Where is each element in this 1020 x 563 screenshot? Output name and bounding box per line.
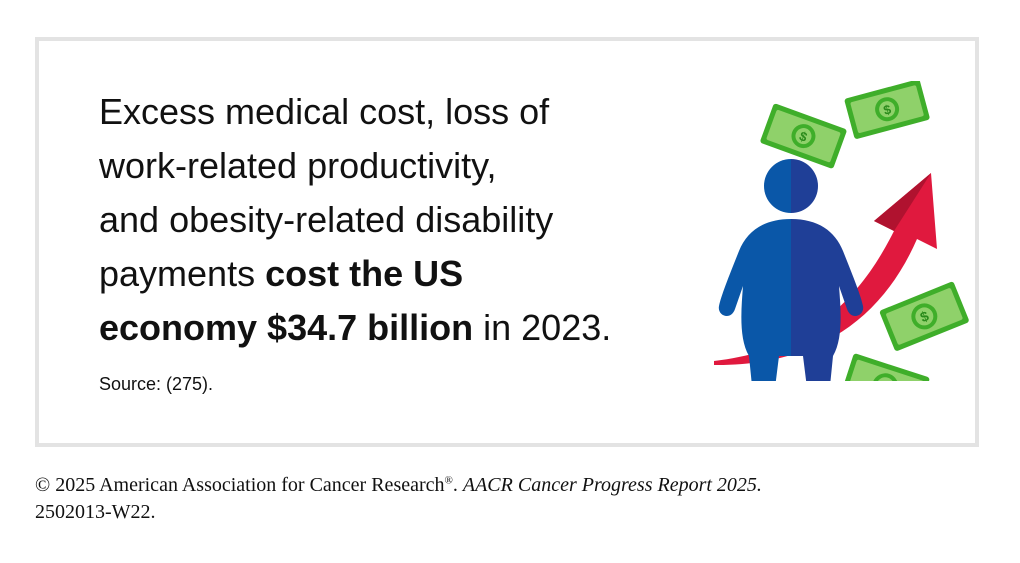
infographic-card: Excess medical cost, loss of work-relate… bbox=[35, 37, 979, 447]
headline-line-2: work-related productivity, bbox=[99, 145, 497, 186]
headline-line-5-bold: economy $34.7 billion bbox=[99, 307, 474, 348]
headline-line-4-normal: payments bbox=[99, 253, 266, 294]
banknote-icon: $ bbox=[879, 281, 969, 351]
footer-code: 2502013-W22. bbox=[35, 501, 156, 523]
svg-text:$: $ bbox=[879, 377, 892, 381]
headline-line-4: payments cost the US bbox=[99, 247, 659, 301]
banknote-icon: $ bbox=[844, 81, 930, 139]
obesity-cost-illustration: $ $ $ bbox=[714, 81, 969, 381]
source-citation: Source: (275). bbox=[99, 374, 214, 394]
banknote-icon: $ bbox=[760, 103, 847, 169]
headline-line-4-bold: cost the US bbox=[265, 253, 464, 294]
headline: Excess medical cost, loss of work-relate… bbox=[99, 85, 659, 355]
footer-line-1: © 2025 American Association for Cancer R… bbox=[35, 472, 985, 499]
banknote-icon: $ bbox=[841, 353, 930, 381]
headline-line-1: Excess medical cost, loss of bbox=[99, 91, 550, 132]
headline-line-5-normal: in 2023. bbox=[473, 307, 612, 348]
svg-text:$: $ bbox=[882, 101, 894, 118]
headline-line-5: economy $34.7 billion in 2023. bbox=[99, 301, 659, 355]
footer-separator: . bbox=[452, 474, 463, 496]
rising-arrow-icon bbox=[714, 173, 937, 366]
headline-line-3: and obesity-related disability bbox=[99, 199, 554, 240]
copyright-text: © 2025 American Association for Cancer R… bbox=[35, 474, 445, 496]
person-with-obesity-icon bbox=[718, 159, 864, 381]
report-title: AACR Cancer Progress Report 2025. bbox=[462, 474, 762, 496]
copyright-footer: © 2025 American Association for Cancer R… bbox=[35, 472, 985, 526]
registered-mark: ® bbox=[444, 474, 453, 487]
